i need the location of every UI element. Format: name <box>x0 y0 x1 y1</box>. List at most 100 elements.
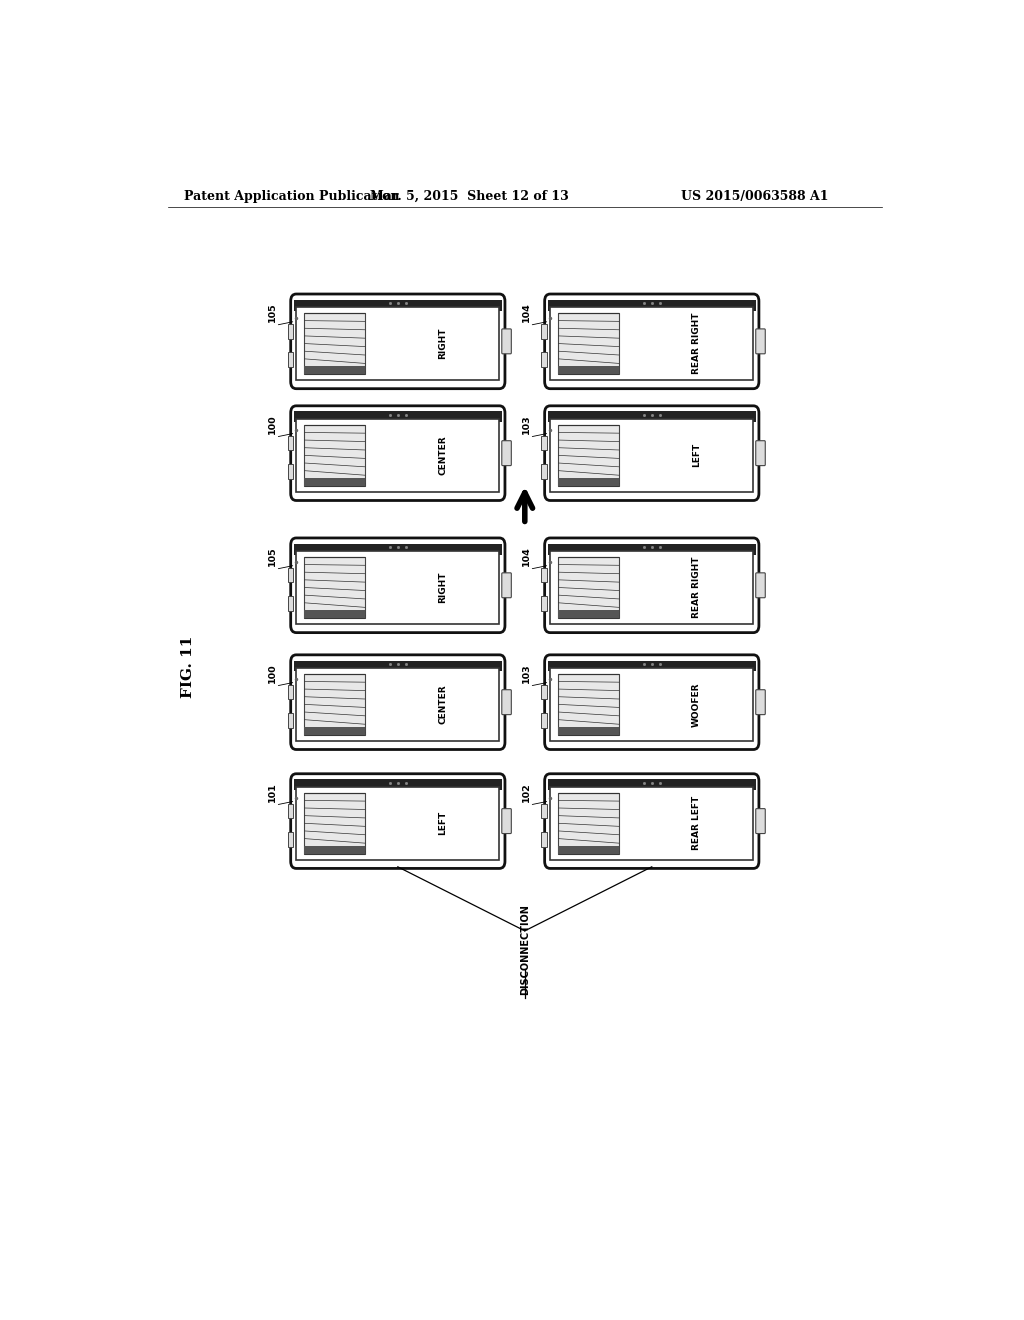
Bar <box>542 804 547 818</box>
Bar <box>296 668 500 741</box>
Text: 100: 100 <box>268 663 276 682</box>
FancyBboxPatch shape <box>756 329 765 354</box>
Text: Mar. 5, 2015  Sheet 12 of 13: Mar. 5, 2015 Sheet 12 of 13 <box>370 190 568 202</box>
Text: 104: 104 <box>522 302 530 322</box>
Text: US 2015/0063588 A1: US 2015/0063588 A1 <box>681 190 828 202</box>
Text: 103: 103 <box>522 663 530 682</box>
Bar <box>304 610 366 618</box>
Text: 105: 105 <box>268 302 276 322</box>
Text: 105: 105 <box>268 546 276 566</box>
Text: 104: 104 <box>522 546 530 566</box>
FancyBboxPatch shape <box>545 539 759 632</box>
Bar <box>304 793 366 854</box>
FancyBboxPatch shape <box>756 573 765 598</box>
Bar <box>294 660 502 672</box>
FancyBboxPatch shape <box>502 573 511 598</box>
FancyBboxPatch shape <box>756 809 765 833</box>
Bar <box>296 418 500 492</box>
Text: CENTER: CENTER <box>438 436 447 475</box>
Text: FIG. 11: FIG. 11 <box>180 635 195 698</box>
Bar <box>558 727 620 735</box>
FancyBboxPatch shape <box>291 539 505 632</box>
Bar <box>288 804 293 818</box>
Bar <box>304 846 366 854</box>
Bar <box>558 478 620 486</box>
Text: 102: 102 <box>522 781 530 801</box>
Bar <box>548 544 756 554</box>
FancyBboxPatch shape <box>502 690 511 714</box>
Bar <box>304 425 366 486</box>
Bar <box>288 685 293 700</box>
Text: RIGHT: RIGHT <box>438 572 447 603</box>
Bar <box>304 557 366 618</box>
Bar <box>288 597 293 611</box>
Bar <box>542 465 547 479</box>
Bar <box>288 713 293 727</box>
Bar <box>296 787 500 859</box>
Bar <box>294 412 502 422</box>
FancyBboxPatch shape <box>291 774 505 869</box>
Text: DISCONNECTION: DISCONNECTION <box>520 904 529 994</box>
Bar <box>548 779 756 791</box>
Bar <box>542 597 547 611</box>
Text: LEFT: LEFT <box>692 444 701 467</box>
Bar <box>304 313 366 374</box>
Bar <box>548 300 756 310</box>
Bar <box>304 366 366 374</box>
Bar <box>542 323 547 338</box>
FancyBboxPatch shape <box>502 809 511 833</box>
Text: REAR RIGHT: REAR RIGHT <box>692 557 701 618</box>
FancyBboxPatch shape <box>545 774 759 869</box>
Bar <box>548 660 756 672</box>
Text: CENTER: CENTER <box>438 685 447 725</box>
FancyBboxPatch shape <box>545 294 759 388</box>
Text: Patent Application Publication: Patent Application Publication <box>183 190 399 202</box>
FancyBboxPatch shape <box>756 690 765 714</box>
Bar <box>550 550 754 624</box>
Bar <box>550 308 754 380</box>
Text: 100: 100 <box>268 414 276 434</box>
Bar <box>542 568 547 582</box>
FancyBboxPatch shape <box>502 441 511 466</box>
FancyBboxPatch shape <box>545 405 759 500</box>
Text: RIGHT: RIGHT <box>438 327 447 359</box>
Bar <box>542 352 547 367</box>
Bar <box>548 412 756 422</box>
FancyBboxPatch shape <box>502 329 511 354</box>
FancyBboxPatch shape <box>291 405 505 500</box>
FancyBboxPatch shape <box>756 441 765 466</box>
Bar <box>296 550 500 624</box>
Bar <box>558 425 620 486</box>
Bar <box>288 832 293 846</box>
Bar <box>550 418 754 492</box>
Text: REAR RIGHT: REAR RIGHT <box>692 313 701 375</box>
Bar <box>558 610 620 618</box>
Bar <box>542 713 547 727</box>
Bar <box>558 673 620 735</box>
Bar <box>288 436 293 450</box>
Bar <box>288 568 293 582</box>
Bar <box>558 793 620 854</box>
Text: REAR LEFT: REAR LEFT <box>692 796 701 850</box>
Bar <box>304 673 366 735</box>
FancyBboxPatch shape <box>545 655 759 750</box>
Bar <box>542 436 547 450</box>
Bar <box>288 465 293 479</box>
Bar <box>558 557 620 618</box>
Text: 101: 101 <box>268 781 276 801</box>
Bar <box>288 323 293 338</box>
Bar <box>558 366 620 374</box>
Bar <box>304 727 366 735</box>
FancyBboxPatch shape <box>291 294 505 388</box>
Bar <box>558 846 620 854</box>
Bar <box>550 668 754 741</box>
FancyBboxPatch shape <box>291 655 505 750</box>
Bar <box>296 308 500 380</box>
Bar <box>288 352 293 367</box>
Bar <box>304 478 366 486</box>
Bar <box>294 300 502 310</box>
Text: LEFT: LEFT <box>438 812 447 836</box>
Text: 103: 103 <box>522 414 530 434</box>
Bar <box>558 313 620 374</box>
Bar <box>294 544 502 554</box>
